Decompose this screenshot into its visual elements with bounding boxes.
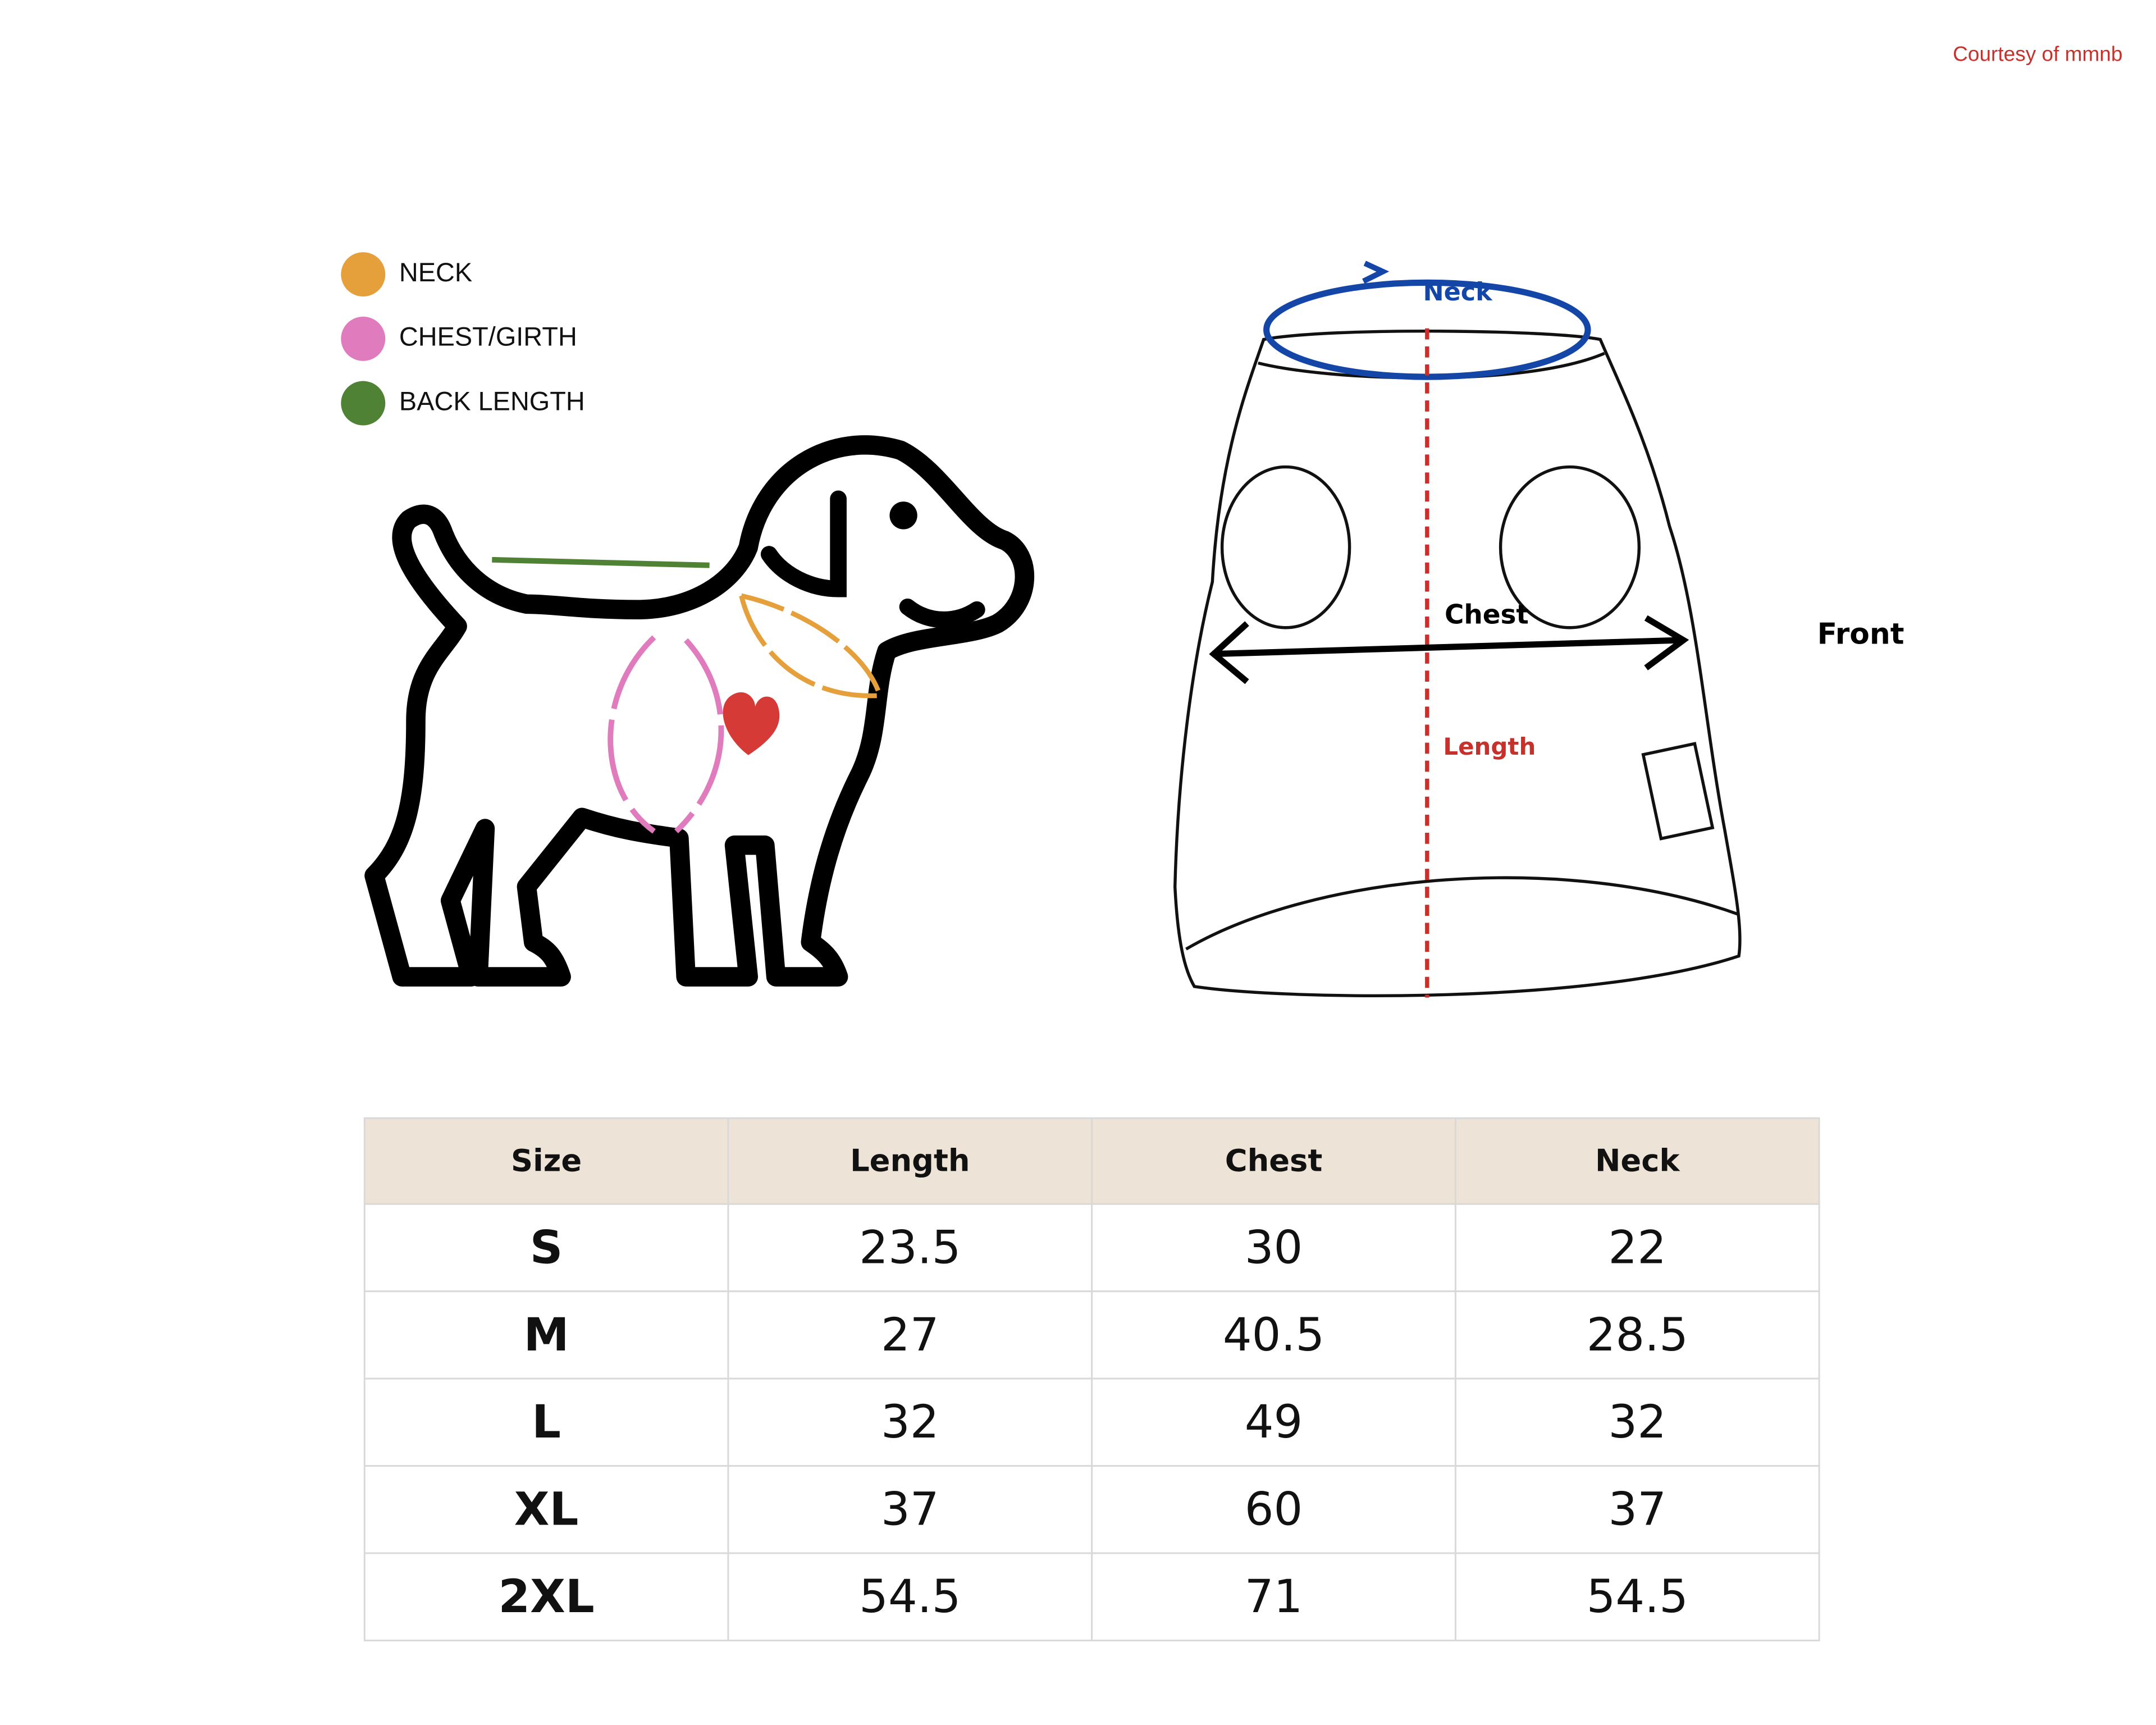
table-cell [727, 1465, 1093, 1554]
header-label: Neck [1595, 1143, 1680, 1178]
legend-label: BACK LENGTH [399, 386, 585, 416]
measurement: 60 [1245, 1483, 1303, 1536]
measurement: 54.5 [859, 1570, 961, 1623]
size-label: L [532, 1395, 561, 1449]
measurement: 30 [1245, 1221, 1303, 1274]
dog-illustration [364, 435, 1035, 987]
neck-arrowhead [1362, 261, 1390, 284]
table-cell [1091, 1377, 1456, 1467]
measurement: 32 [1608, 1395, 1666, 1449]
measurement: 37 [1608, 1483, 1666, 1536]
chest-arrowheads [1209, 615, 1689, 684]
table-cell [727, 1552, 1093, 1641]
size-label: M [524, 1308, 569, 1362]
table-cell [727, 1290, 1093, 1380]
table-cell [727, 1203, 1093, 1293]
measurement: 28.5 [1587, 1308, 1688, 1362]
size-label: 2XL [498, 1570, 594, 1623]
measurement: 54.5 [1587, 1570, 1688, 1623]
measurement: 27 [881, 1308, 939, 1362]
table-cell [1091, 1203, 1456, 1293]
table-cell [363, 1290, 729, 1380]
measurement: 23.5 [859, 1221, 961, 1274]
legend-swatch [341, 381, 386, 426]
table-cell [1454, 1465, 1820, 1554]
measurement: 49 [1245, 1395, 1303, 1449]
header-label: Chest [1225, 1143, 1323, 1178]
chest-label: Chest [1445, 600, 1529, 631]
left-armhole [1220, 465, 1351, 629]
neck-loop [739, 593, 883, 699]
table-cell [363, 1465, 729, 1554]
back-length-line [492, 556, 710, 568]
measurement: 37 [881, 1483, 939, 1536]
table-cell [727, 1377, 1093, 1467]
size-label: S [530, 1221, 563, 1274]
dog-mouth [899, 598, 985, 628]
legend-label: NECK [399, 258, 472, 287]
size-table: Size Length Chest Neck S 23.5 30 22 M 27 40.5 28.5 L… [363, 1117, 1820, 1641]
table-cell [1454, 1203, 1820, 1293]
table-cell [1091, 1552, 1456, 1641]
dog-ear [760, 490, 847, 597]
table-cell [1454, 1290, 1820, 1380]
sweater-body [1173, 329, 1742, 997]
measurement: 40.5 [1223, 1308, 1324, 1362]
length-label: Length [1443, 733, 1536, 760]
chest-measure [1212, 637, 1684, 658]
chest-loop [607, 635, 724, 834]
right-armhole [1499, 465, 1641, 629]
table-cell [1454, 1377, 1820, 1467]
table-cell [363, 1377, 729, 1467]
neck-label: Neck [1423, 278, 1493, 307]
legend-swatch [341, 316, 386, 361]
front-label: Front [1817, 618, 1904, 651]
table-cell [363, 1552, 729, 1641]
table-cell [363, 1203, 729, 1293]
measurement: 71 [1245, 1570, 1303, 1623]
heart [723, 692, 780, 755]
header-label: Size [511, 1143, 582, 1178]
measurement: 32 [881, 1395, 939, 1449]
legend-swatch [341, 252, 386, 297]
courtesy: Courtesy of mmnb [1953, 42, 2122, 66]
neck-measure [1263, 279, 1591, 380]
dog-eye [889, 501, 917, 530]
table-cell [1454, 1552, 1820, 1641]
dog-outline [364, 435, 1035, 987]
legend: NECK CHEST/GIRTH BACK LENGTH [341, 252, 585, 426]
sweater-illustration [1173, 261, 1742, 998]
tag [1641, 742, 1715, 841]
legend-label: CHEST/GIRTH [399, 322, 577, 352]
size-label: XL [514, 1483, 579, 1536]
measurement: 22 [1608, 1221, 1666, 1274]
sweater-hem [1185, 876, 1739, 951]
header-label: Length [850, 1143, 970, 1178]
